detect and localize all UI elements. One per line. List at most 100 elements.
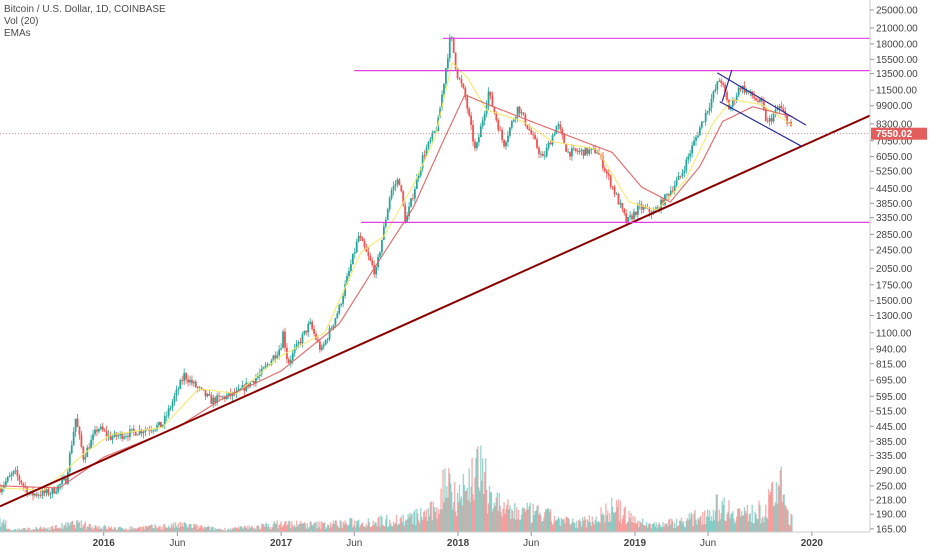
volume-bar xyxy=(198,528,201,532)
candle-body xyxy=(320,346,323,350)
candle-body xyxy=(590,148,593,150)
candle-body xyxy=(505,142,507,147)
volume-bar xyxy=(621,518,624,532)
volume-bar xyxy=(217,528,219,532)
volume-bar xyxy=(692,526,694,532)
volume-bar xyxy=(132,528,134,532)
volume-bar xyxy=(400,516,403,532)
volume-bar xyxy=(448,467,450,532)
candle-body xyxy=(412,198,414,200)
volume-bar xyxy=(765,504,767,532)
volume-bar xyxy=(563,518,565,532)
emas-indicator-label[interactable]: EMAs xyxy=(4,28,31,39)
volume-bar xyxy=(197,529,199,532)
candle-body xyxy=(497,120,500,130)
volume-bar xyxy=(349,518,351,532)
volume-bar xyxy=(262,524,265,532)
candle-body xyxy=(284,331,286,348)
candle-body xyxy=(536,139,538,148)
candle-body xyxy=(35,493,38,496)
candle-body xyxy=(633,211,635,220)
candle-body xyxy=(755,98,758,101)
volume-bar xyxy=(541,521,543,532)
candle-body xyxy=(470,115,473,125)
volume-bar xyxy=(283,524,285,532)
volume-bar xyxy=(151,524,153,532)
symbol-title[interactable]: Bitcoin / U.S. Dollar, 1D, COINBASE xyxy=(4,4,166,15)
volume-indicator-label[interactable]: Vol (20) xyxy=(4,16,39,27)
volume-bar xyxy=(690,512,692,532)
price-tick-label: 250.00 xyxy=(876,481,907,492)
price-tick-label: 2050.00 xyxy=(876,264,913,275)
volume-bar xyxy=(309,521,311,532)
volume-bar xyxy=(560,518,562,532)
volume-bar xyxy=(540,515,542,532)
volume-bar xyxy=(182,526,184,532)
candle-body xyxy=(218,395,220,397)
volume-bar xyxy=(59,527,61,532)
candle-body xyxy=(468,108,471,116)
price-tick-label: 1300.00 xyxy=(876,311,913,322)
candle-body xyxy=(697,135,699,138)
volume-bar xyxy=(78,521,81,532)
candle-body xyxy=(177,388,180,390)
volume-bar xyxy=(743,507,746,532)
volume-bar xyxy=(28,527,30,532)
candle-body xyxy=(739,87,742,90)
volume-bar xyxy=(559,525,561,532)
volume-bar xyxy=(235,527,238,532)
volume-bar xyxy=(180,526,182,532)
volume-bar xyxy=(694,509,696,532)
price-tick-label: 218.00 xyxy=(876,496,907,507)
volume-bar xyxy=(8,528,10,532)
candle-body xyxy=(569,151,571,157)
volume-bar xyxy=(738,508,741,532)
candle-body xyxy=(57,485,60,492)
volume-bar xyxy=(143,529,146,532)
candle-body xyxy=(375,267,378,275)
volume-bar xyxy=(226,530,228,532)
volume-bar xyxy=(293,524,296,532)
candle-body xyxy=(720,80,723,84)
candle-body xyxy=(132,428,135,432)
candle-body xyxy=(640,204,643,210)
candle-body xyxy=(70,445,73,454)
volume-bar xyxy=(259,529,261,532)
candle-body xyxy=(514,117,517,120)
candle-body xyxy=(97,429,100,432)
volume-bar xyxy=(417,513,419,532)
candle-body xyxy=(167,408,170,416)
volume-bar xyxy=(479,490,481,532)
candle-body xyxy=(588,149,591,154)
volume-bar xyxy=(666,523,668,532)
volume-bar xyxy=(673,522,676,532)
volume-bar xyxy=(360,523,363,532)
volume-bars xyxy=(0,445,793,532)
volume-bar xyxy=(495,497,498,532)
volume-bar xyxy=(594,519,596,532)
volume-bar xyxy=(241,527,244,532)
candle-body xyxy=(37,494,40,496)
volume-bar xyxy=(386,514,388,532)
candle-body xyxy=(276,355,279,359)
volume-bar xyxy=(661,526,663,532)
volume-bar xyxy=(40,528,43,532)
volume-bar xyxy=(425,509,428,532)
volume-bar xyxy=(499,505,501,532)
volume-bar xyxy=(744,510,747,532)
volume-bar xyxy=(579,521,582,532)
volume-bar xyxy=(388,519,391,532)
volume-bar xyxy=(669,518,671,532)
volume-bar xyxy=(592,521,594,532)
volume-bar xyxy=(229,529,231,532)
candle-body xyxy=(150,430,153,432)
volume-bar xyxy=(456,492,459,532)
candle-body xyxy=(745,90,748,93)
candle-body xyxy=(574,148,577,151)
volume-bar xyxy=(72,520,74,532)
volume-bar xyxy=(673,528,675,532)
volume-bar xyxy=(27,527,29,532)
candle-body xyxy=(80,434,83,447)
